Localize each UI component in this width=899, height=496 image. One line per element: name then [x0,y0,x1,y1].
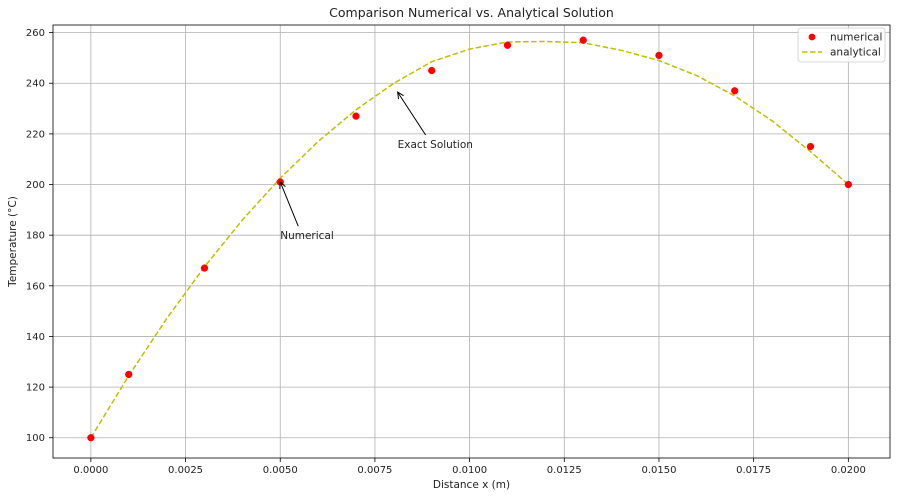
numerical-point [352,112,360,120]
x-tick-label: 0.0125 [547,465,582,476]
legend-analytical-label: analytical [830,47,881,59]
y-tick-label: 200 [26,180,45,191]
grid-lines [53,25,890,458]
numerical-point [844,180,852,189]
x-tick-label: 0.0050 [263,465,298,476]
y-tick-label: 120 [26,383,45,394]
annotation-label: Exact Solution [398,139,473,151]
y-tick-label: 140 [26,332,45,343]
y-axis-ticks: 100 120 140 160 180 200 220 240 260 [26,28,53,444]
numerical-point [200,264,209,272]
plot-series [87,36,852,442]
annotation-arrowhead [397,91,404,100]
numerical-point [579,36,587,44]
y-tick-label: 220 [26,129,45,140]
x-axis-ticks: 0.0000 0.0025 0.0050 0.0075 0.0100 0.0125 0.01… [73,458,866,476]
x-tick-label: 0.0100 [452,465,487,476]
legend: numerical analytical [797,27,886,63]
x-tick-label: 0.0150 [641,465,676,476]
x-tick-label: 0.0075 [357,465,392,476]
x-tick-label: 0.0175 [736,465,771,476]
chart-title: Comparison Numerical vs. Analytical Solu… [329,5,614,20]
annotations: Exact Solution Numerical [279,91,473,242]
annotation-arrow [279,181,299,227]
numerical-point [503,41,512,49]
analytical-line [90,40,849,439]
x-tick-label: 0.0200 [831,465,866,476]
annotation-arrowhead [279,180,286,190]
numerical-point [125,370,133,379]
legend-numerical-label: numerical [830,32,882,44]
numerical-point [731,87,739,95]
numerical-point [87,434,95,442]
y-tick-label: 240 [26,79,45,90]
y-tick-label: 100 [26,433,45,444]
y-tick-label: 180 [26,231,45,242]
legend-box [797,27,886,63]
annotation-label: Numerical [280,230,334,242]
annotation-arrow [397,91,427,136]
plot-frame [52,24,891,459]
numerical-point [806,142,815,151]
y-axis-label: Temperature (°C) [7,196,19,288]
x-axis-label: Distance x (m) [433,479,510,491]
numerical-point [428,66,436,75]
y-tick-label: 260 [26,28,45,39]
x-tick-label: 0.0025 [168,465,203,476]
numerical-point [655,51,663,60]
y-tick-label: 160 [26,281,45,292]
legend-numerical-marker [808,33,816,41]
x-tick-label: 0.0000 [73,465,108,476]
